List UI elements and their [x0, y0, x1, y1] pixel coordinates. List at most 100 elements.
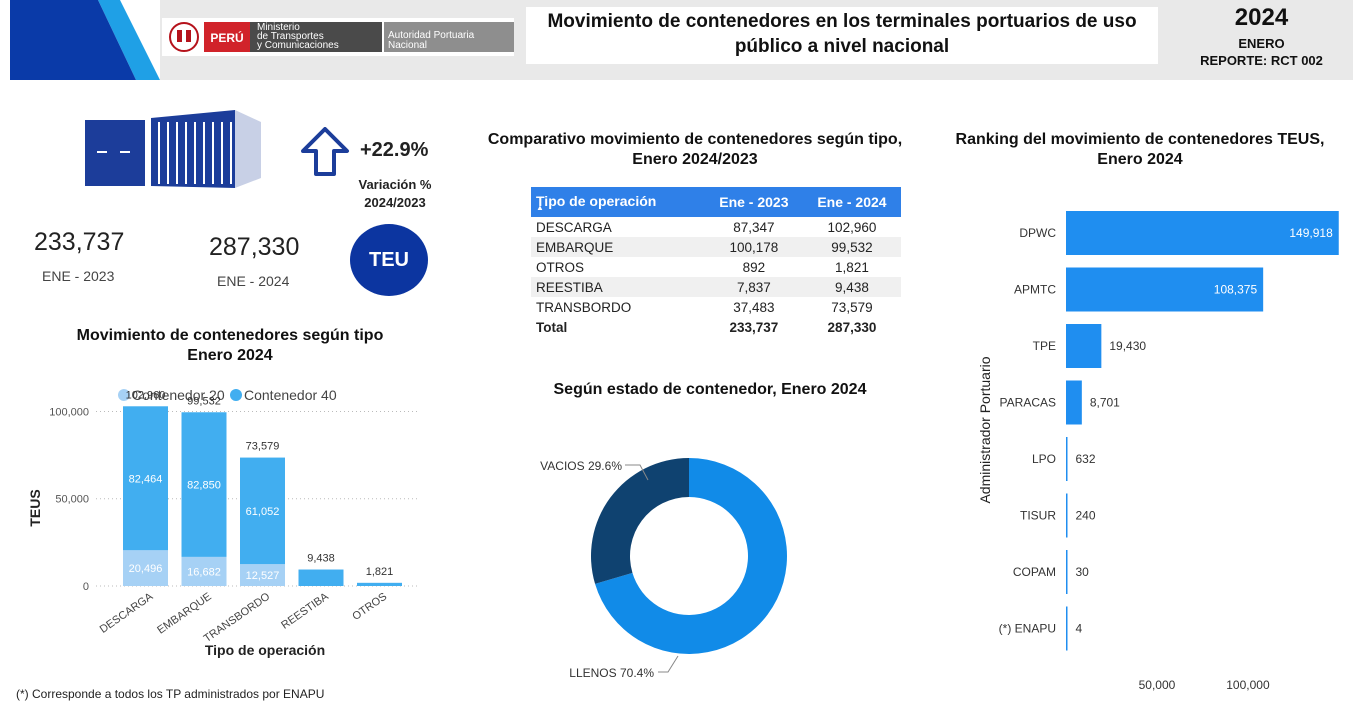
government-logo: PERÚ Ministerio de Transportes y Comunic…: [162, 18, 514, 56]
ranking-title: Ranking del movimiento de contenedores T…: [955, 131, 1325, 168]
table-cell: 892: [742, 259, 766, 275]
value-label: 4: [1076, 622, 1083, 636]
value-label: 240: [1076, 509, 1096, 523]
segment-label: 16,682: [187, 566, 221, 578]
ranking-bar-5[interactable]: [1066, 437, 1068, 481]
x-tick-label: REESTIBA: [279, 590, 331, 631]
col-header-2024[interactable]: Ene - 2024: [802, 187, 901, 217]
table-cell: REESTIBA: [531, 277, 705, 297]
category-label: TPE: [1033, 339, 1056, 353]
ranking-bar-1[interactable]: [1066, 211, 1339, 255]
y-tick-label: 50,000: [55, 494, 89, 506]
bar-transbordo-2[interactable]: [240, 457, 285, 565]
bar-transbordo-1[interactable]: [240, 564, 285, 586]
svg-text:Nacional: Nacional: [388, 40, 427, 51]
x-tick-label: OTROS: [350, 591, 389, 623]
table-row: EMBARQUE 100,178 99,532: [531, 237, 901, 257]
x-tick-label: DESCARGA: [98, 590, 156, 636]
svg-text:de Transportes: de Transportes: [257, 31, 324, 42]
bar-embarque-1[interactable]: [181, 556, 227, 586]
donut-label-vacios: VACIOS 29.6%: [540, 459, 622, 473]
value-label: 8,701: [1090, 396, 1120, 410]
legend-marker-2[interactable]: [230, 389, 242, 401]
category-label: TISUR: [1020, 509, 1056, 523]
ranking-bar-2[interactable]: [1066, 267, 1264, 312]
category-label: APMTC: [1014, 283, 1056, 297]
ranking-bar-8[interactable]: [1066, 606, 1068, 651]
table-cell: 99,532: [802, 237, 901, 257]
table-row: OTROS 892 1,821: [531, 257, 901, 277]
value-label: 19,430: [1109, 339, 1146, 353]
table-row: TRANSBORDO 37,483 73,579: [531, 297, 901, 317]
bar-embarque-2[interactable]: [181, 412, 227, 557]
svg-text:y Comunicaciones: y Comunicaciones: [257, 40, 339, 51]
segment-label: 82,464: [129, 473, 163, 485]
shipping-container-icon: [85, 110, 261, 188]
total-label: 9,438: [307, 553, 335, 565]
bar-otros-2[interactable]: [357, 582, 402, 586]
legend-label-2[interactable]: Contenedor 40: [244, 387, 337, 403]
x-tick-label: EMBARQUE: [155, 591, 213, 637]
value-label: 30: [1076, 565, 1090, 579]
segment-label: 82,850: [187, 480, 221, 492]
table-cell: 7,837: [704, 277, 803, 297]
peru-flag-block: [204, 22, 250, 52]
table-cell: Total: [536, 319, 568, 335]
table-cell: OTROS: [536, 259, 585, 275]
bar-descarga-1[interactable]: [123, 550, 168, 586]
table-cell: 233,737: [729, 319, 779, 335]
ranking-bar-7[interactable]: [1066, 550, 1068, 594]
donut-chart: VACIOS 29.6% LLENOS 70.4%: [540, 458, 787, 680]
kpi-2024-label: ENE - 2024: [217, 273, 290, 289]
report-title: Movimiento de contenedores en los termin…: [526, 7, 1158, 64]
svg-text:Ministerio: Ministerio: [257, 22, 300, 33]
leader-line: [658, 655, 679, 673]
x-tick-label: 50,000: [1139, 678, 1176, 692]
table-cell: DESCARGA: [536, 219, 612, 235]
bar-reestiba-2[interactable]: [298, 569, 344, 586]
report-code: REPORTE: RCT 002: [1200, 53, 1323, 68]
up-arrow-icon: [301, 127, 349, 176]
y-tick-label: 100,000: [49, 406, 89, 418]
kpi-2024-value: 287,330: [209, 233, 300, 261]
value-label: 149,918: [1289, 226, 1333, 240]
segment-label: 61,052: [246, 506, 280, 518]
footnote: (*) Corresponde a todos los TP administr…: [16, 687, 325, 701]
kpi-2023-value: 233,737: [34, 228, 125, 256]
variation-value: +22.9%: [360, 139, 429, 161]
donut-slice-llenos[interactable]: [595, 458, 787, 654]
bar-descarga-2[interactable]: [123, 406, 168, 551]
table-cell: 102,960: [827, 219, 877, 235]
legend-marker-1[interactable]: [118, 389, 130, 401]
table-cell: 73,579: [831, 299, 873, 315]
svg-text:Autoridad Portuaria: Autoridad Portuaria: [388, 30, 475, 41]
x-tick-label: 100,000: [1226, 678, 1270, 692]
donut-label-llenos: LLENOS 70.4%: [569, 666, 654, 680]
ranking-bar-3[interactable]: [1066, 324, 1102, 368]
table-cell: 37,483: [733, 299, 775, 315]
kpi-2023-label: ENE - 2023: [42, 268, 115, 284]
table-cell: 1,821: [835, 259, 869, 275]
ranking-bar-4[interactable]: [1066, 380, 1082, 425]
table-cell: EMBARQUE: [531, 237, 705, 257]
ranking-bar-chart: Administrador Portuario 50,000 100,000 DPW…: [977, 211, 1339, 692]
category-label: (*) ENAPU: [999, 622, 1056, 636]
report-month: ENERO: [1238, 36, 1285, 51]
category-label: DPWC: [1019, 226, 1056, 240]
category-label: LPO: [1032, 452, 1056, 466]
donut-slice-vacios[interactable]: [591, 458, 689, 584]
stacked-bar-chart: Contenedor 20 Contenedor 40 0 50,000 100,00…: [27, 387, 420, 658]
col-header-2023[interactable]: Ene - 2023: [704, 187, 803, 217]
comparison-table: Tipo de operación ▲ Ene - 2023 Ene - 2024…: [531, 187, 901, 337]
col-header-type[interactable]: Tipo de operación ▲: [531, 187, 705, 217]
ranking-bar-6[interactable]: [1066, 493, 1068, 538]
report-header: PERÚ Ministerio de Transportes y Comunic…: [0, 0, 1353, 80]
legend-label-1[interactable]: Contenedor 20: [132, 387, 225, 403]
y-axis-title: TEUS: [27, 489, 43, 526]
total-label: 102,960: [126, 389, 166, 401]
value-label: 108,375: [1214, 283, 1258, 297]
stacked-chart-title: Movimiento de contenedores según tipo En…: [76, 327, 384, 364]
total-label: 1,821: [366, 566, 394, 578]
leader-line: [625, 464, 649, 481]
value-label: 632: [1076, 452, 1096, 466]
